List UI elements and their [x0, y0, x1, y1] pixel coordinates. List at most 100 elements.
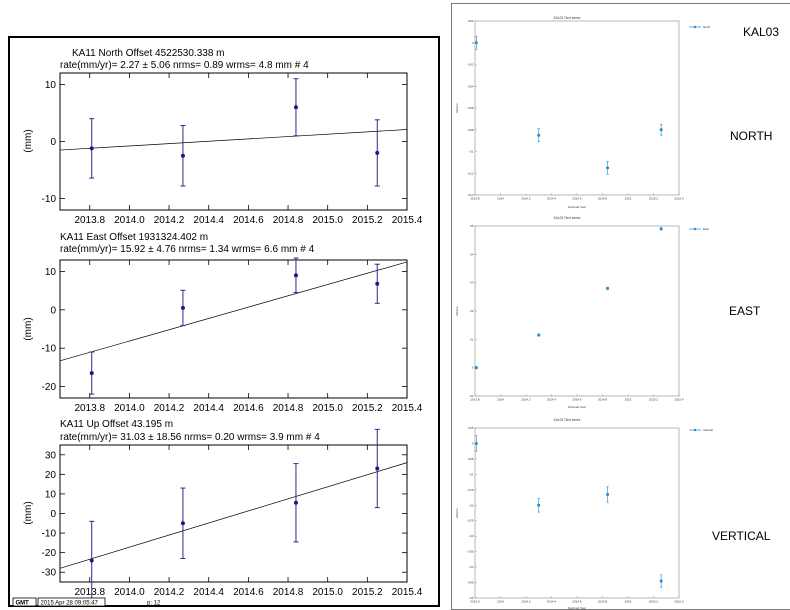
kal03-north-legend: North [703, 25, 711, 29]
kal03-north-component-label: NORTH [730, 129, 772, 143]
kal03-north-ylabel: Meters [455, 103, 459, 113]
data-point [180, 521, 185, 526]
gmt-timestamp-box [37, 597, 106, 607]
x-tick-label: 2013.8 [74, 215, 105, 226]
y-tick-label: -.01 [468, 150, 474, 154]
y-tick-label: .04 [469, 252, 474, 256]
y-tick-label: .002 [468, 19, 474, 23]
data-point [606, 492, 610, 496]
kal03-vertical-plot-area [474, 427, 680, 599]
data-point [180, 153, 185, 158]
x-tick-label: 2015 [625, 398, 632, 402]
x-tick-label: 2014.0 [114, 215, 145, 226]
x-tick-label: 2014.2 [154, 215, 185, 226]
x-tick-label: 2015.2 [649, 197, 659, 201]
x-tick-label: 2015.4 [674, 600, 684, 604]
x-tick-label: 2015.4 [674, 197, 684, 201]
station-label: KAL03 [743, 25, 779, 39]
kal03-vertical-ylabel: Meters [455, 508, 459, 518]
gmt-logo: GMT [16, 601, 30, 607]
data-point [474, 366, 478, 370]
gmt-up-plot-area [59, 444, 408, 583]
y-tick-label: 0 [50, 509, 56, 520]
kal03-vertical-legend: Vertical [703, 428, 713, 432]
x-tick-label: 2014.2 [154, 403, 185, 414]
kal03-vertical-legend-marker [693, 428, 697, 432]
x-tick-label: 2013.8 [74, 403, 105, 414]
y-tick-label: -.025 [467, 519, 474, 523]
gmt-up-ylabel: (mm) [23, 501, 34, 524]
x-tick-label: 2014.4 [547, 398, 557, 402]
kal03-vertical-panel: KAL03 Time series .005 0 -.005 -.01 -.015 -.0… [455, 418, 771, 610]
x-tick-label: 2014.4 [547, 600, 557, 604]
x-tick-label: 2015.2 [649, 600, 659, 604]
y-tick-label: -.014 [467, 193, 474, 197]
y-tick-label: .02 [469, 309, 474, 313]
kal03-north-marks: .0020-.002-.004-.006-.008-.01-.012-.0142… [467, 19, 684, 201]
kal03-vertical-component-label: VERTICAL [712, 529, 771, 543]
y-tick-label: -.035 [467, 550, 474, 554]
x-tick-label: 2015.0 [312, 215, 343, 226]
y-tick-label: 0 [472, 441, 474, 445]
gmt-east-panel: KA11 East Offset 1931324.402 m rate(mm/y… [23, 232, 423, 414]
y-tick-label: -.045 [467, 581, 474, 585]
kal03-east-component-label: EAST [729, 304, 761, 318]
kal03-east-legend: East [703, 227, 709, 231]
data-point [375, 150, 380, 155]
kal03-north-plot-area [474, 20, 680, 196]
gmt-north-panel: KA11 North Offset 4522530.338 m rate(mm/… [23, 48, 423, 226]
data-point [659, 128, 663, 132]
x-tick-label: 2014.6 [233, 403, 264, 414]
data-point [89, 146, 94, 151]
x-tick-label: 2014.8 [598, 600, 608, 604]
gmt-logo-box [12, 597, 37, 607]
y-tick-label: -20 [42, 382, 57, 393]
gmt-east-ylabel: (mm) [23, 317, 34, 340]
data-point [659, 579, 663, 583]
y-tick-label: 10 [45, 489, 57, 500]
data-point [537, 133, 541, 137]
y-tick-label: -.004 [467, 84, 474, 88]
data-point [659, 227, 663, 231]
gmt-north-subtitle: rate(mm/yr)= 2.27 ± 5.06 nrms= 0.89 wrms… [60, 60, 309, 71]
y-tick-label: -.005 [467, 457, 474, 461]
kal03-vertical-title: KAL03 Time series [554, 418, 581, 422]
trend-line [59, 129, 408, 151]
y-tick-label: .05 [469, 224, 474, 228]
gmt-east-marks: -20 -10 0 10 2013.8 2014.0 2014.2 2014.4 2014.6 2… [42, 257, 423, 414]
x-tick-label: 2013.8 [470, 197, 480, 201]
x-tick-label: 2013.8 [470, 600, 480, 604]
x-tick-label: 2015.2 [352, 587, 383, 598]
x-tick-label: 2014.6 [233, 215, 264, 226]
kal03-vertical-xlabel: Decimal Year [568, 606, 586, 610]
y-tick-label: .01 [469, 337, 474, 341]
y-tick-label: -.01 [468, 394, 474, 398]
data-point [375, 281, 380, 286]
y-tick-label: -30 [42, 568, 57, 579]
kal03-north-title: KAL03 Time series [554, 16, 581, 20]
y-tick-label: -10 [42, 529, 57, 540]
x-tick-label: 2015.2 [649, 398, 659, 402]
x-tick-label: 2014.6 [572, 600, 582, 604]
y-tick-label: -20 [42, 548, 57, 559]
y-tick-label: -10 [42, 194, 57, 205]
kal03-north-xlabel: Decimal Year [568, 205, 586, 209]
x-tick-label: 2014.4 [547, 197, 557, 201]
trend-line [59, 462, 408, 569]
gmt-up-title: KA11 Up Offset 43.195 m [60, 419, 173, 430]
gmt-east-plot-area [59, 259, 408, 399]
x-tick-label: 2014 [497, 600, 504, 604]
data-point [537, 503, 541, 507]
y-tick-label: -.02 [468, 503, 474, 507]
gmt-north-ylabel: (mm) [23, 129, 34, 152]
y-tick-label: -.008 [467, 128, 474, 132]
kal03-east-legend-marker [693, 227, 697, 231]
kal03-east-marks: -.01 0 .01 .02 .03 .04 .05 2013.8 2014 2014.2 2014… [468, 224, 684, 402]
y-tick-label: .03 [469, 281, 474, 285]
x-tick-label: 2014 [497, 398, 504, 402]
y-tick-label: -.002 [467, 63, 474, 67]
kal03-north-legend-marker [693, 25, 697, 29]
data-point [293, 273, 298, 278]
y-tick-label: 10 [45, 267, 57, 278]
gmt-footer: GMT 2015 Apr 28 09:05:47 p: 12 [12, 597, 161, 607]
